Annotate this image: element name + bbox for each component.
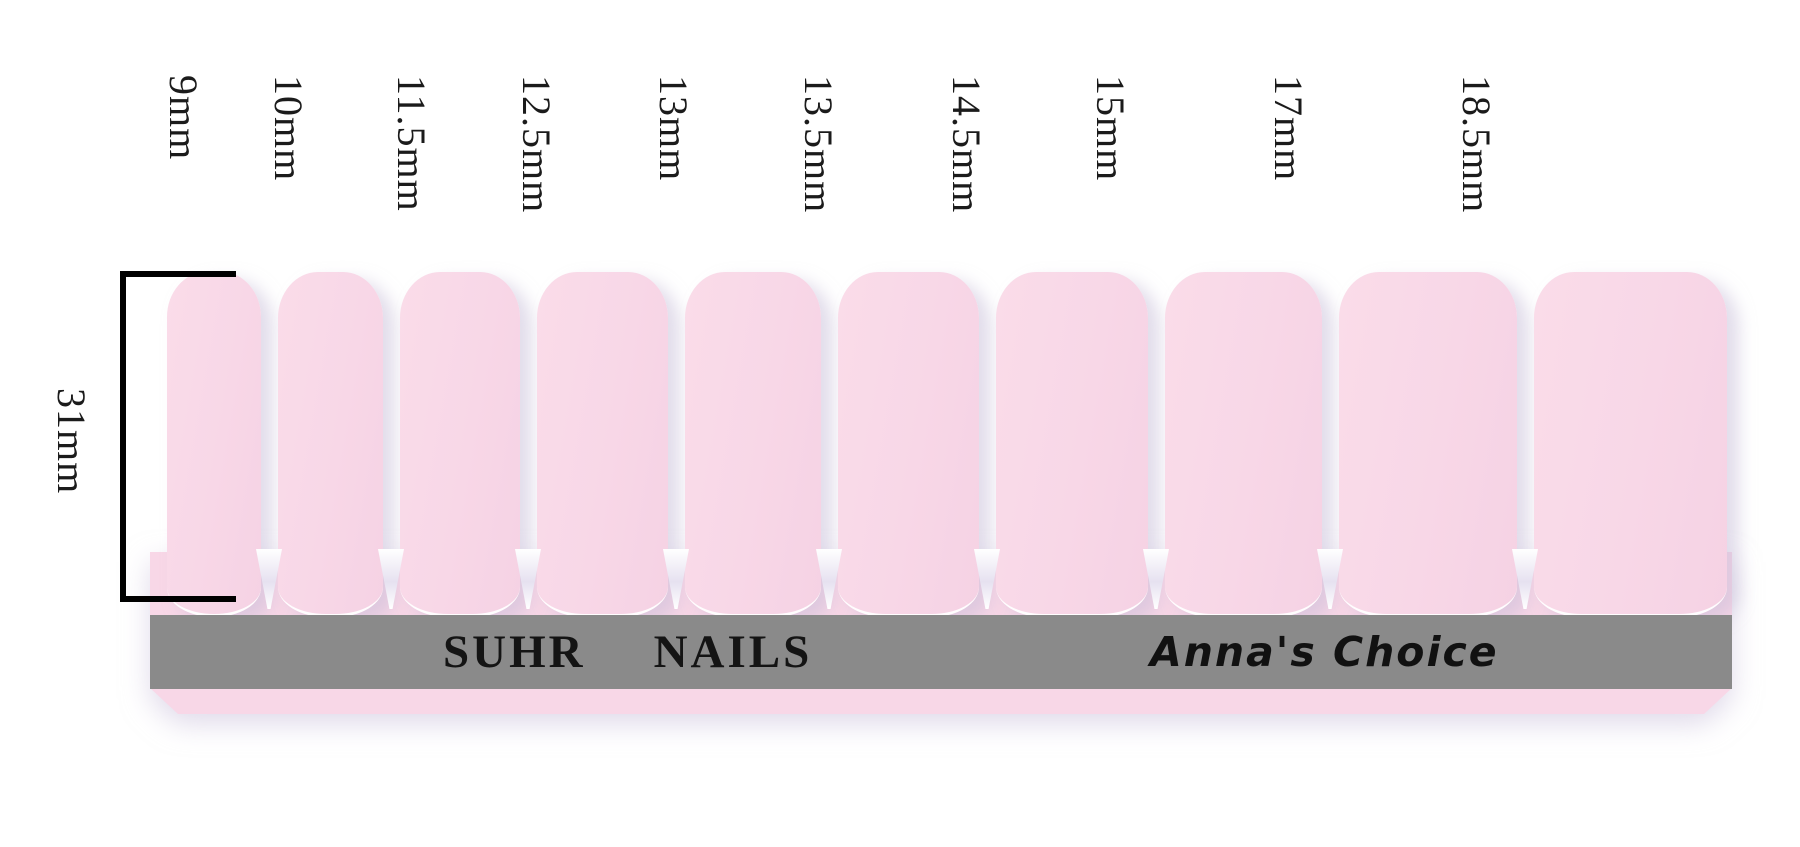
nail-18-5mm [1534, 272, 1727, 617]
size-label-18-5mm: 18.5mm [1454, 75, 1499, 214]
size-label-11-5mm: 11.5mm [389, 75, 434, 212]
length-label: 31mm [49, 388, 94, 495]
nail-15mm [1165, 272, 1322, 617]
length-bracket-top-tick [120, 271, 236, 277]
nail-9mm [167, 272, 261, 617]
nail-13-5mm [838, 272, 979, 617]
size-label-14-5mm: 14.5mm [944, 75, 989, 214]
size-label-15mm: 15mm [1088, 75, 1133, 182]
size-label-9mm: 9mm [161, 75, 206, 161]
size-label-13mm: 13mm [651, 75, 696, 182]
nail-10mm [278, 272, 383, 617]
nail-11-5mm [400, 272, 520, 617]
size-label-10mm: 10mm [266, 75, 311, 182]
brand-script: Anna's Choice [1150, 628, 1499, 676]
nail-12-5mm [537, 272, 668, 617]
length-bracket-vertical [120, 271, 126, 602]
size-label-12-5mm: 12.5mm [514, 75, 559, 214]
length-bracket-bottom-tick [120, 596, 236, 602]
brand-name-right: NAILS [653, 626, 813, 678]
size-label-13-5mm: 13.5mm [796, 75, 841, 214]
brand-name-left: SUHR [443, 626, 586, 678]
nail-13mm [685, 272, 821, 617]
nail-14-5mm [996, 272, 1148, 617]
nail-17mm [1339, 272, 1517, 617]
brand-band: SUHR NAILS Anna's Choice [150, 615, 1732, 689]
size-label-17mm: 17mm [1266, 75, 1311, 182]
brand-name: SUHR NAILS [443, 615, 812, 689]
